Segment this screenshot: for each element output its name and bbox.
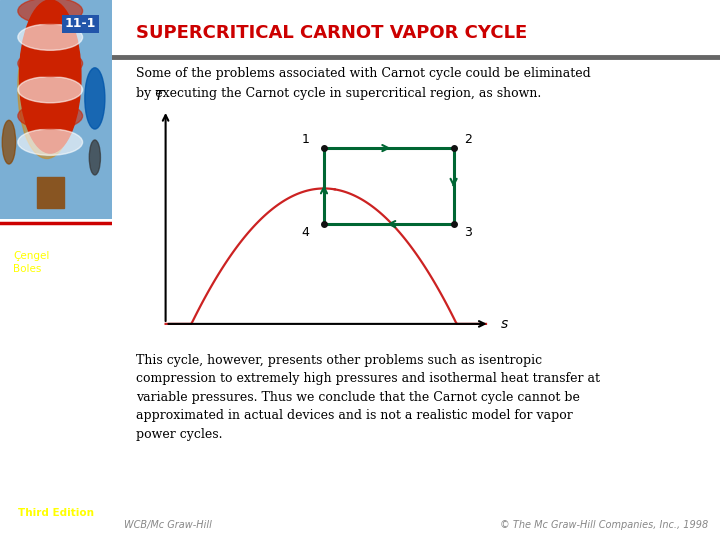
Ellipse shape — [18, 77, 83, 103]
Text: 3: 3 — [464, 226, 472, 239]
Ellipse shape — [18, 129, 83, 156]
Text: 11-1: 11-1 — [65, 17, 96, 30]
Text: This cycle, however, presents other problems such as isentropic
compression to e: This cycle, however, presents other prob… — [136, 354, 600, 441]
Text: Çengel
Boles: Çengel Boles — [14, 252, 50, 274]
Ellipse shape — [2, 120, 16, 164]
Ellipse shape — [19, 0, 81, 153]
Text: Some of the problems associated with Carnot cycle could be eliminated
by executi: Some of the problems associated with Car… — [136, 68, 590, 99]
Text: s: s — [500, 317, 508, 331]
Text: 4: 4 — [302, 226, 310, 239]
Ellipse shape — [18, 103, 83, 129]
Ellipse shape — [18, 16, 76, 159]
Text: Thermodynamics: Thermodynamics — [44, 235, 72, 502]
Text: Third Edition: Third Edition — [18, 508, 94, 518]
Text: T: T — [154, 89, 163, 103]
Bar — [37, 177, 63, 208]
Text: SUPERCRITICAL CARNOT VAPOR CYCLE: SUPERCRITICAL CARNOT VAPOR CYCLE — [136, 24, 527, 42]
Ellipse shape — [85, 68, 105, 129]
Ellipse shape — [89, 140, 101, 175]
Text: 1: 1 — [302, 133, 310, 146]
Text: WCB/Mc Graw-Hill: WCB/Mc Graw-Hill — [124, 520, 212, 530]
Ellipse shape — [18, 0, 83, 24]
Ellipse shape — [18, 50, 83, 77]
Text: 2: 2 — [464, 133, 472, 146]
Text: © The Mc Graw-Hill Companies, Inc., 1998: © The Mc Graw-Hill Companies, Inc., 1998 — [500, 520, 708, 530]
Ellipse shape — [18, 24, 83, 50]
